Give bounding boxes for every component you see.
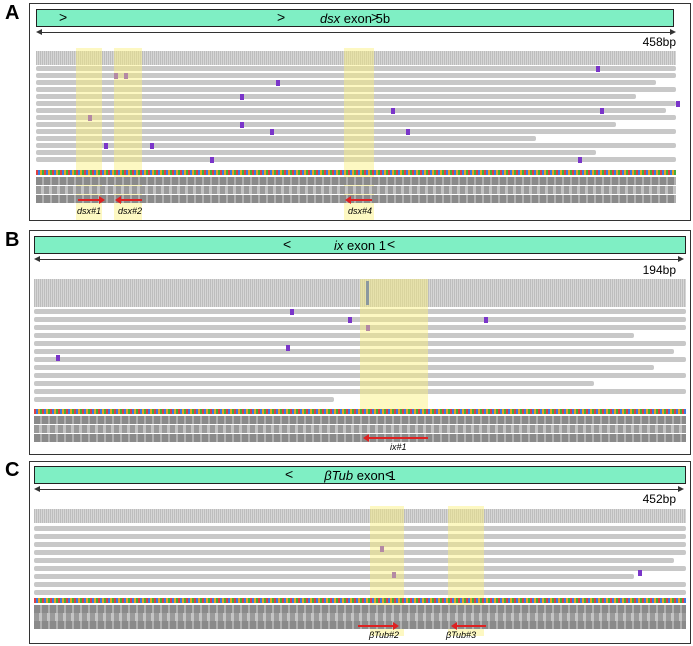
coverage-track <box>36 51 676 65</box>
chevron-icon: > <box>371 9 380 25</box>
nucleotide-track <box>34 598 686 603</box>
exon-title: dsx exon 5b <box>319 10 391 26</box>
guide-arrow-dsx-4 <box>345 196 372 204</box>
exon-bar-btub: < < βTub exon 1 <box>34 466 686 484</box>
amino-acid-track-1 <box>34 605 686 613</box>
nucleotide-track <box>34 409 686 414</box>
amino-acid-track-2 <box>34 425 686 433</box>
chevron-icon: < <box>385 466 394 482</box>
panel-label-a: A <box>5 2 20 24</box>
length-span-line <box>36 29 676 35</box>
read-stack <box>34 526 686 596</box>
coverage-track <box>34 509 686 523</box>
exon-bar-ix: < < ix exon 1 <box>34 236 686 254</box>
panel-a: > > > dsx exon 5b 458bp dsx#1 <box>29 3 691 221</box>
amino-acid-track-1 <box>36 177 676 185</box>
amino-acid-track-2 <box>36 186 676 194</box>
panel-label-c: C <box>5 459 20 481</box>
exon-title: ix exon 1 <box>333 237 387 253</box>
guide-arrow-dsx-1 <box>78 196 105 204</box>
guide-label-dsx-4: dsx#4 <box>348 206 373 216</box>
guide-label-btub-2: βTub#2 <box>369 630 399 640</box>
highlight-ix-1 <box>360 279 428 409</box>
nucleotide-track <box>36 170 676 175</box>
chevron-icon: > <box>277 9 286 25</box>
panel-c: < < βTub exon 1 452bp βTub#2 βTub#3 <box>29 461 691 644</box>
coverage-variant-marker <box>366 281 369 305</box>
chevron-icon: < <box>285 466 294 482</box>
amino-acid-track-1 <box>34 416 686 424</box>
guide-arrow-ix-1 <box>363 434 428 442</box>
amino-acid-track-2 <box>34 613 686 621</box>
amino-acid-track-3 <box>34 434 686 442</box>
guide-arrow-btub-3 <box>451 622 486 630</box>
guide-label-dsx-2: dsx#2 <box>118 206 143 216</box>
length-span-line <box>34 256 684 262</box>
exon-title: βTub exon 1 <box>324 467 396 483</box>
guide-label-ix-1: ix#1 <box>390 442 407 452</box>
read-stack <box>34 309 686 403</box>
length-span-line <box>34 486 684 492</box>
coverage-track <box>34 279 686 307</box>
length-label: 458bp <box>642 35 676 49</box>
guide-label-dsx-1: dsx#1 <box>77 206 102 216</box>
length-label: 194bp <box>642 263 676 277</box>
read-stack <box>36 66 680 166</box>
panel-b: < < ix exon 1 194bp ix#1 <box>29 230 691 455</box>
guide-arrow-dsx-2 <box>115 196 142 204</box>
guide-label-btub-3: βTub#3 <box>446 630 476 640</box>
guide-arrow-btub-2 <box>358 622 399 630</box>
chevron-icon: < <box>387 236 396 252</box>
chevron-icon: > <box>59 9 68 25</box>
exon-bar-dsx: > > > dsx exon 5b <box>36 9 674 27</box>
chevron-icon: < <box>283 236 292 252</box>
length-label: 452bp <box>642 492 676 506</box>
panel-label-b: B <box>5 229 20 251</box>
